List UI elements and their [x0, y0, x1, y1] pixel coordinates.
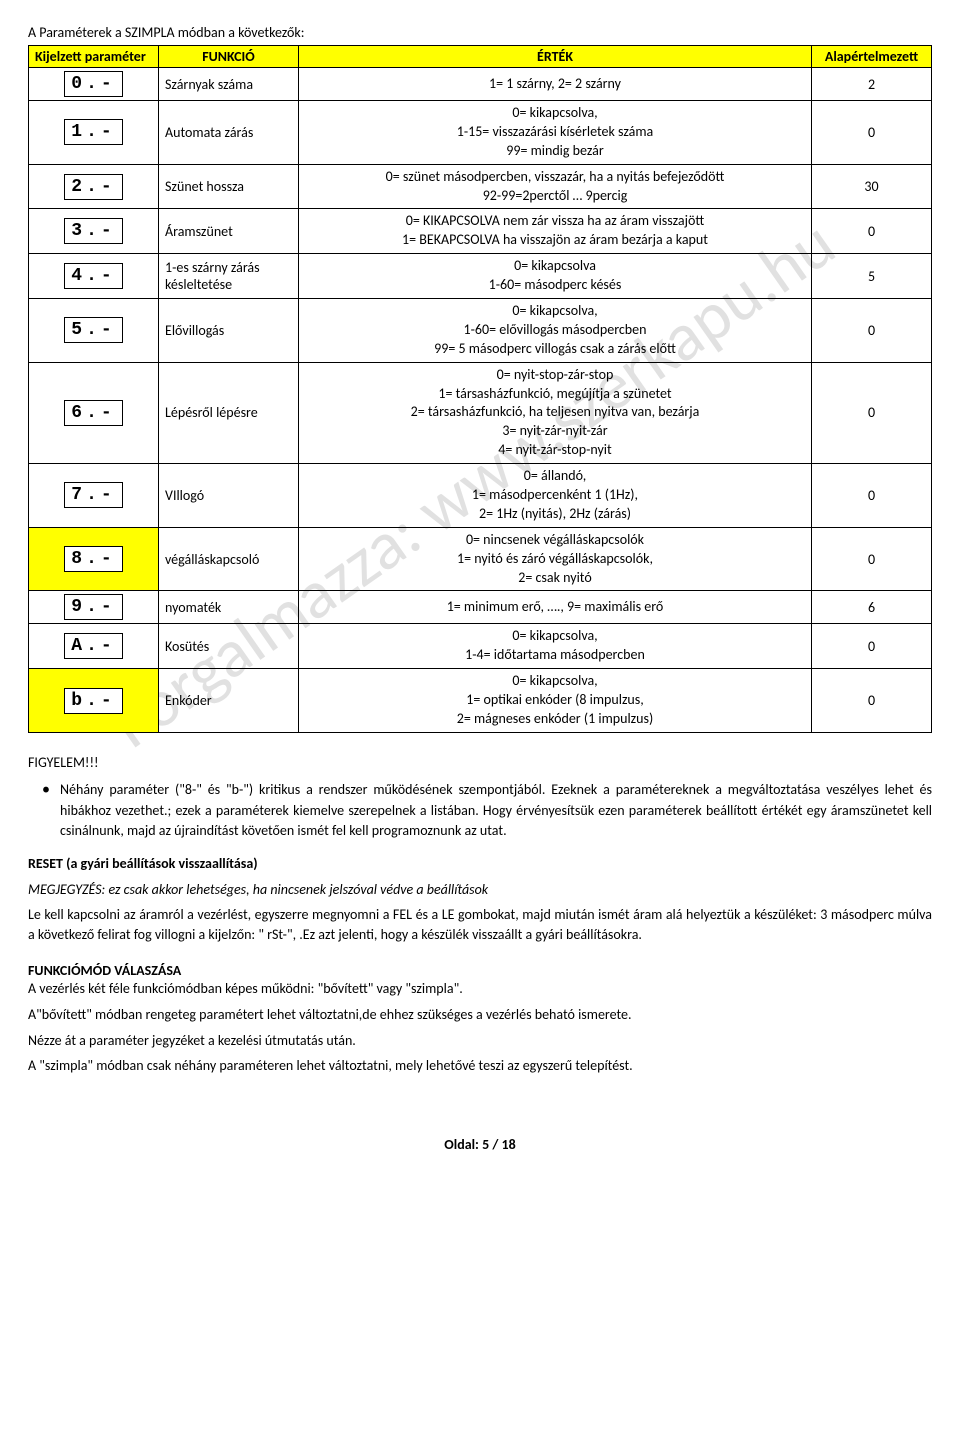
reset-body: Le kell kapcsolni az áramról a vezérlést…: [28, 905, 932, 944]
value-cell: 0= kikapcsolva,1-4= időtartama másodperc…: [299, 624, 812, 669]
function-cell: nyomaték: [159, 591, 299, 624]
function-cell: VIllogó: [159, 464, 299, 528]
seven-segment-display: 1.-: [64, 119, 122, 145]
seven-segment-display: 5.-: [64, 317, 122, 343]
table-row: 1.- Automata zárás0= kikapcsolva,1-15= vi…: [29, 101, 932, 165]
value-cell: 1= 1 szárny, 2= 2 szárny: [299, 68, 812, 101]
value-cell: 0= nincsenek végálláskapcsolók1= nyitó é…: [299, 527, 812, 591]
display-cell: b.-: [29, 669, 159, 733]
display-cell: 5.-: [29, 299, 159, 363]
table-row: 5.- Elővillogás0= kikapcsolva,1-60= elővi…: [29, 299, 932, 363]
value-cell: 1= minimum erő, …., 9= maximális erő: [299, 591, 812, 624]
default-cell: 5: [812, 254, 932, 299]
function-cell: Automata zárás: [159, 101, 299, 165]
function-cell: Elővillogás: [159, 299, 299, 363]
display-cell: 1.-: [29, 101, 159, 165]
display-cell: 7.-: [29, 464, 159, 528]
seven-segment-display: b.-: [64, 688, 122, 714]
default-cell: 0: [812, 101, 932, 165]
funkciomod-title: FUNKCIÓMÓD VÁLASZÁSA: [28, 962, 932, 979]
function-cell: Szünet hossza: [159, 164, 299, 209]
footer-text: Oldal: 5 / 18: [444, 1136, 515, 1153]
value-cell: 0= kikapcsolva,1-15= visszazárási kísérl…: [299, 101, 812, 165]
value-cell: 0= állandó,1= másodpercenként 1 (1Hz),2=…: [299, 464, 812, 528]
seven-segment-display: 9.-: [64, 594, 122, 620]
table-row: b.- Enkóder0= kikapcsolva,1= optikai enkó…: [29, 669, 932, 733]
display-cell: 3.-: [29, 209, 159, 254]
page-content: A Paraméterek a SZIMPLA módban a követke…: [28, 24, 932, 1153]
table-row: 7.- VIllogó0= állandó,1= másodpercenként …: [29, 464, 932, 528]
display-cell: 2.-: [29, 164, 159, 209]
function-cell: Lépésről lépésre: [159, 362, 299, 463]
reset-note: MEGJEGYZÉS: ez csak akkor lehetséges, ha…: [28, 880, 932, 900]
funkciomod-l1: A vezérlés két féle funkciómódban képes …: [28, 979, 932, 999]
table-header-row: Kijelzett paraméter FUNKCIÓ ÉRTÉK Alapér…: [29, 46, 932, 68]
default-cell: 0: [812, 362, 932, 463]
function-cell: Szárnyak száma: [159, 68, 299, 101]
funkciomod-l4: A "szimpla" módban csak néhány paraméter…: [28, 1056, 932, 1076]
parameter-table: Kijelzett paraméter FUNKCIÓ ÉRTÉK Alapér…: [28, 45, 932, 733]
display-cell: 6.-: [29, 362, 159, 463]
display-cell: 8.-: [29, 527, 159, 591]
figyelem-body: Néhány paraméter ("8-" és "b-") kritikus…: [60, 779, 932, 841]
value-cell: 0= kikapcsolva,1= optikai enkóder (8 imp…: [299, 669, 812, 733]
seven-segment-display: 4.-: [64, 263, 122, 289]
table-row: 0.- Szárnyak száma1= 1 szárny, 2= 2 szárn…: [29, 68, 932, 101]
table-row: 2.- Szünet hossza0= szünet másodpercben, …: [29, 164, 932, 209]
table-row: 9.- nyomaték1= minimum erő, …., 9= maximá…: [29, 591, 932, 624]
display-cell: 9.-: [29, 591, 159, 624]
function-cell: végálláskapcsoló: [159, 527, 299, 591]
header-ertek: ÉRTÉK: [299, 46, 812, 68]
seven-segment-display: 7.-: [64, 482, 122, 508]
value-cell: 0= kikapcsolva1-60= másodperc késés: [299, 254, 812, 299]
default-cell: 6: [812, 591, 932, 624]
header-kijelzett: Kijelzett paraméter: [29, 46, 159, 68]
display-cell: A.-: [29, 624, 159, 669]
table-row: A.- Kosütés0= kikapcsolva,1-4= időtartama…: [29, 624, 932, 669]
display-cell: 0.-: [29, 68, 159, 101]
table-row: 8.- végálláskapcsoló0= nincsenek végállás…: [29, 527, 932, 591]
table-row: 4.- 1-es szárny zárás késleltetése0= kika…: [29, 254, 932, 299]
default-cell: 0: [812, 624, 932, 669]
function-cell: Áramszünet: [159, 209, 299, 254]
value-cell: 0= kikapcsolva,1-60= elővillogás másodpe…: [299, 299, 812, 363]
seven-segment-display: 0.-: [64, 71, 122, 97]
default-cell: 0: [812, 209, 932, 254]
default-cell: 0: [812, 669, 932, 733]
table-row: 3.- Áramszünet0= KIKAPCSOLVA nem zár viss…: [29, 209, 932, 254]
header-alapertelmezett: Alapértelmezett: [812, 46, 932, 68]
seven-segment-display: 8.-: [64, 546, 122, 572]
seven-segment-display: 3.-: [64, 218, 122, 244]
intro-text: A Paraméterek a SZIMPLA módban a követke…: [28, 24, 932, 41]
seven-segment-display: A.-: [64, 633, 122, 659]
default-cell: 0: [812, 527, 932, 591]
default-cell: 0: [812, 299, 932, 363]
seven-segment-display: 2.-: [64, 174, 122, 200]
seven-segment-display: 6.-: [64, 400, 122, 426]
reset-title: RESET (a gyári beállítások visszaallítás…: [28, 855, 258, 872]
page-footer: Oldal: 5 / 18: [28, 1136, 932, 1153]
funkciomod-l2: A"bővített" módban rengeteg paramétert l…: [28, 1005, 932, 1025]
header-funkcio: FUNKCIÓ: [159, 46, 299, 68]
default-cell: 2: [812, 68, 932, 101]
function-cell: 1-es szárny zárás késleltetése: [159, 254, 299, 299]
value-cell: 0= szünet másodpercben, visszazár, ha a …: [299, 164, 812, 209]
function-cell: Kosütés: [159, 624, 299, 669]
table-row: 6.- Lépésről lépésre0= nyit-stop-zár-stop…: [29, 362, 932, 463]
funkciomod-l3: Nézze át a paraméter jegyzéket a kezelés…: [28, 1031, 932, 1051]
value-cell: 0= nyit-stop-zár-stop1= társasházfunkció…: [299, 362, 812, 463]
default-cell: 30: [812, 164, 932, 209]
default-cell: 0: [812, 464, 932, 528]
value-cell: 0= KIKAPCSOLVA nem zár vissza ha az áram…: [299, 209, 812, 254]
display-cell: 4.-: [29, 254, 159, 299]
function-cell: Enkóder: [159, 669, 299, 733]
figyelem-title: FIGYELEM!!!: [28, 753, 932, 773]
